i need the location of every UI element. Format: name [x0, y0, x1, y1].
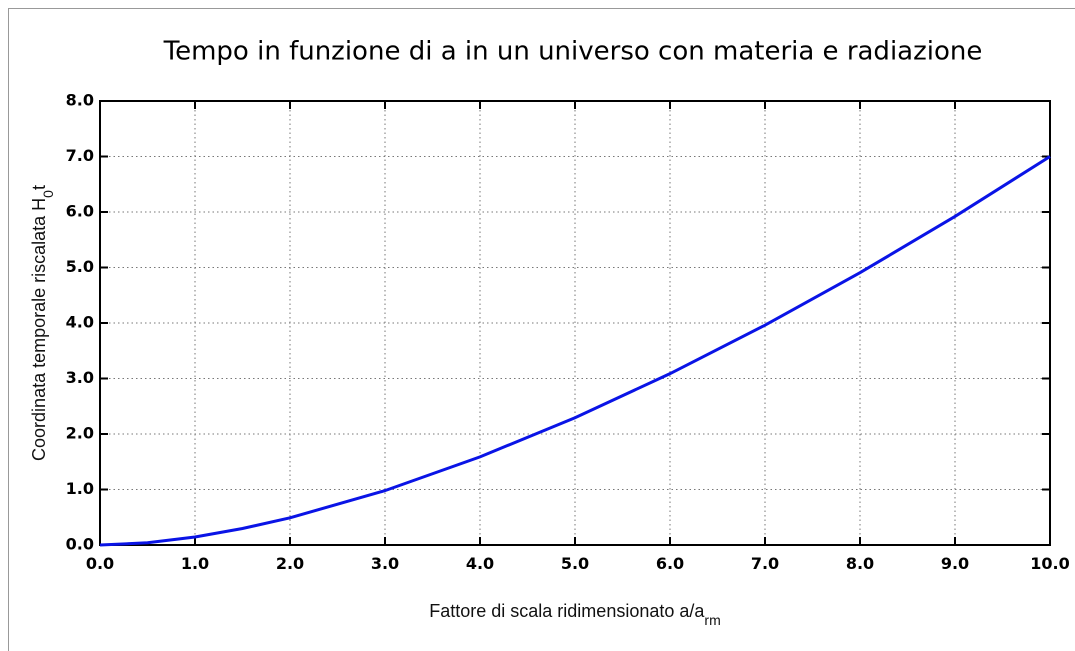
x-tick-label: 0.0 — [86, 554, 114, 573]
y-tick-label: 2.0 — [66, 424, 94, 443]
plot-frame — [99, 100, 1051, 546]
y-tick-label: 7.0 — [66, 146, 94, 165]
y-axis-label-part: Coordinata temporale riscalata H — [29, 198, 49, 461]
y-tick-label: 0.0 — [66, 535, 94, 554]
y-tick-label: 3.0 — [66, 368, 94, 387]
x-tick-label: 1.0 — [181, 554, 209, 573]
chart-title: Tempo in funzione di a in un universo co… — [163, 37, 983, 67]
x-axis-label: Fattore di scala ridimensionato a/arm — [429, 601, 720, 628]
line-series — [99, 155, 1051, 547]
x-tick-label: 2.0 — [276, 554, 304, 573]
x-tick-label: 3.0 — [371, 554, 399, 573]
x-tick-label: 4.0 — [466, 554, 494, 573]
y-tick-label: 6.0 — [66, 202, 94, 221]
x-tick-label: 10.0 — [1030, 554, 1069, 573]
y-tick-label: 1.0 — [66, 479, 94, 498]
x-tick-label: 9.0 — [941, 554, 969, 573]
x-tick-label: 6.0 — [656, 554, 684, 573]
y-tick-label: 8.0 — [66, 91, 94, 110]
x-tick-label: 5.0 — [561, 554, 589, 573]
y-axis-label-sub: 0 — [40, 190, 56, 198]
x-tick-label: 8.0 — [846, 554, 874, 573]
x-axis-label-part: Fattore di scala ridimensionato a/a — [429, 601, 705, 621]
y-axis-label-part: t — [29, 185, 49, 190]
y-axis-label: Coordinata temporale riscalata H0t — [29, 185, 56, 461]
frame — [8, 8, 1075, 651]
x-tick-label: 7.0 — [751, 554, 779, 573]
x-axis-label-sub: rm — [704, 612, 720, 628]
y-tick-label: 5.0 — [66, 257, 94, 276]
y-tick-label: 4.0 — [66, 313, 94, 332]
